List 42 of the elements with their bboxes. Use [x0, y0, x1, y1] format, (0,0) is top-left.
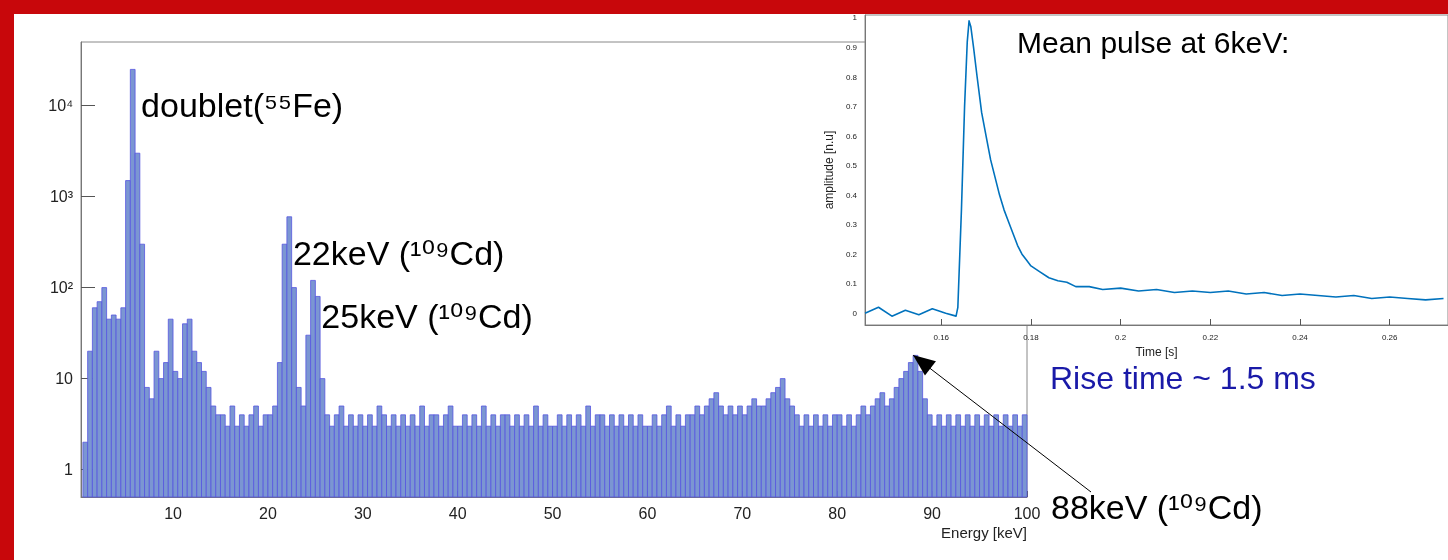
annotation: 25keV (¹⁰⁹Cd)	[321, 297, 533, 336]
x-tick-label: 100	[1013, 504, 1041, 522]
y-tick-label: 0.7	[845, 102, 858, 112]
x-tick-label: 20	[259, 504, 277, 522]
y-tick-label: 0.5	[845, 161, 858, 171]
y-tick-label: 0.8	[845, 72, 858, 82]
annotation: 88keV (¹⁰⁹Cd)	[1051, 488, 1263, 526]
x-tick-label: 30	[353, 504, 372, 522]
y-tick-label: 10	[55, 370, 74, 388]
annotation: 22keV (¹⁰⁹Cd)	[292, 233, 505, 272]
y-tick-label: 0.2	[845, 249, 858, 259]
line-series	[864, 20, 1445, 317]
y-tick-label: 0	[852, 308, 858, 318]
y-tick-label: 0.9	[845, 42, 858, 52]
x-tick-label: 60	[638, 504, 657, 522]
y-axis-title: amplitude [n.u]	[822, 130, 836, 210]
y-tick-label: 10²	[49, 279, 74, 297]
x-tick-label: 0.2	[1115, 332, 1127, 342]
chart-title: Mean pulse at 6keV:	[1017, 25, 1290, 59]
y-tick-label: 1	[852, 13, 858, 23]
x-tick-label: 50	[543, 504, 562, 522]
text: Rise time ~ 1.5 ms	[1050, 360, 1316, 396]
x-tick-label: 40	[448, 504, 467, 522]
y-tick-label: 0.3	[845, 220, 858, 230]
x-tick-label: 0.22	[1202, 332, 1219, 342]
x-tick-label: 0.26	[1381, 332, 1399, 342]
y-tick-label: 0.6	[845, 131, 858, 141]
x-axis-title: Time [s]	[1135, 344, 1178, 359]
y-tick-label: 10³	[49, 188, 74, 206]
y-tick-label: 1	[64, 461, 74, 479]
x-tick-label: 0.24	[1292, 332, 1309, 342]
annotation: doublet(⁵⁵Fe)	[141, 86, 344, 125]
x-tick-label: 70	[733, 504, 752, 522]
x-tick-label: 0.18	[1023, 332, 1040, 342]
x-axis-title: Energy [keV]	[941, 524, 1027, 541]
x-tick-label: 90	[923, 504, 942, 522]
y-tick-label: 0.4	[845, 190, 858, 200]
x-tick-label: 0.16	[933, 332, 950, 342]
y-tick-label: 10⁴	[48, 97, 74, 115]
y-tick-label: 0.1	[845, 279, 858, 289]
x-tick-label: 80	[828, 504, 847, 522]
x-tick-label: 10	[164, 504, 183, 522]
